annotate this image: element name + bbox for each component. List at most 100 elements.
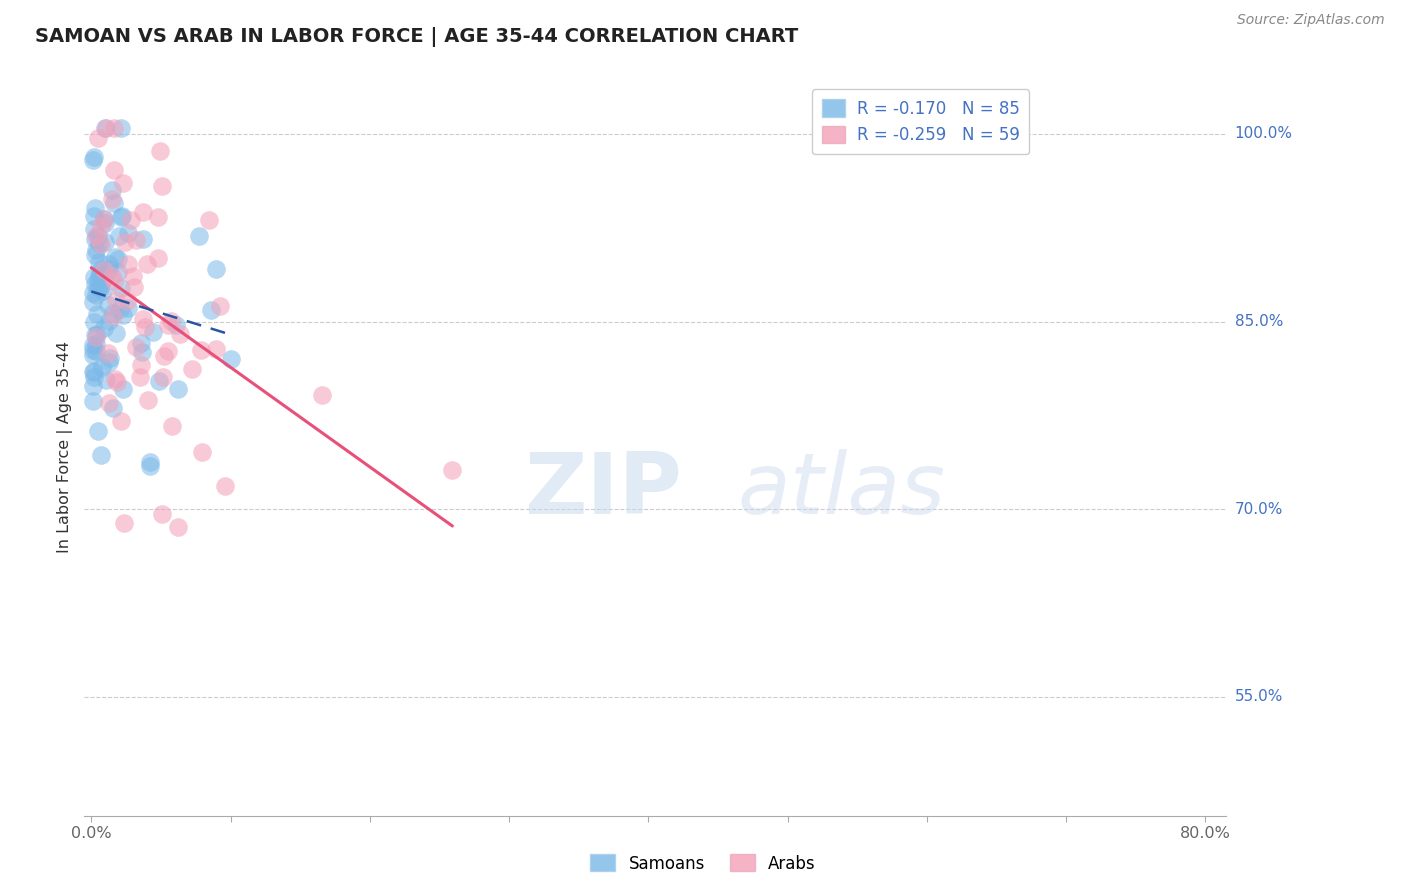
Point (200, 302, 222, 317)
Point (91, 284, 114, 298)
Point (105, 375, 128, 389)
Point (83, 221, 105, 235)
Point (104, 293, 127, 308)
Point (125, 341, 148, 355)
Point (82, 365, 104, 379)
Point (191, 445, 214, 459)
Point (90, 448, 112, 462)
Point (150, 507, 173, 521)
Text: 85.0%: 85.0% (1234, 314, 1282, 329)
Point (100, 192, 122, 206)
Point (101, 306, 124, 320)
Point (103, 195, 125, 210)
Point (89, 281, 111, 295)
Point (167, 382, 190, 396)
Point (103, 274, 125, 288)
Point (101, 401, 124, 415)
Text: 100.0%: 100.0% (1234, 127, 1292, 141)
Point (83, 315, 105, 329)
Point (84, 344, 107, 359)
Text: SAMOAN VS ARAB IN LABOR FORCE | AGE 35-44 CORRELATION CHART: SAMOAN VS ARAB IN LABOR FORCE | AGE 35-4… (35, 27, 799, 46)
Point (93, 263, 115, 277)
Point (129, 370, 152, 384)
Point (97, 298, 120, 312)
Point (83, 364, 105, 378)
Point (89, 266, 111, 280)
Point (84, 277, 107, 292)
Point (98, 351, 121, 365)
Point (209, 299, 232, 313)
Point (98, 396, 121, 410)
Point (101, 183, 124, 197)
Point (103, 163, 125, 178)
Point (148, 374, 170, 388)
Point (90, 262, 112, 277)
Point (97, 261, 120, 276)
Point (139, 458, 162, 473)
Point (129, 358, 152, 372)
Point (131, 344, 153, 359)
Point (86, 327, 108, 342)
Point (87, 235, 110, 250)
Point (110, 210, 132, 224)
Point (82, 343, 104, 357)
Point (83, 270, 105, 285)
Point (115, 293, 138, 308)
Point (136, 257, 159, 271)
Point (214, 479, 236, 493)
Point (142, 325, 165, 339)
Point (90, 360, 112, 375)
Point (180, 362, 202, 376)
Point (104, 372, 127, 386)
Text: atlas: atlas (738, 450, 945, 533)
Point (86, 330, 108, 344)
Point (441, 463, 464, 477)
Point (84, 201, 107, 215)
Point (132, 205, 155, 219)
Point (110, 281, 132, 295)
Text: ZIP: ZIP (524, 450, 682, 533)
Point (104, 326, 127, 340)
Point (117, 301, 139, 315)
Point (107, 265, 129, 279)
Point (107, 252, 129, 267)
Point (165, 318, 187, 332)
Point (169, 326, 191, 341)
Point (153, 349, 176, 363)
Point (157, 344, 180, 359)
Point (82, 295, 104, 310)
Point (87, 425, 110, 439)
Point (90, 219, 112, 233)
Text: 55.0%: 55.0% (1234, 690, 1282, 705)
Point (104, 250, 127, 264)
Point (136, 393, 159, 408)
Point (96, 345, 118, 359)
Point (146, 211, 169, 225)
Point (98, 314, 121, 328)
Point (86, 229, 108, 244)
Point (120, 213, 142, 227)
Y-axis label: In Labor Force | Age 35-44: In Labor Force | Age 35-44 (58, 341, 73, 553)
Point (84, 232, 107, 246)
Point (131, 312, 153, 326)
Point (149, 144, 172, 158)
Point (93, 272, 115, 286)
Point (97, 354, 120, 368)
Point (93, 321, 115, 335)
Point (103, 310, 125, 324)
Point (112, 516, 135, 531)
Point (108, 228, 131, 243)
Point (110, 120, 132, 135)
Point (167, 520, 190, 534)
Point (82, 379, 104, 393)
Point (122, 269, 145, 284)
Point (150, 178, 173, 193)
Point (132, 232, 155, 246)
Point (114, 235, 136, 249)
Point (83, 369, 105, 384)
Point (103, 120, 125, 135)
Point (89, 255, 111, 269)
Point (82, 348, 104, 362)
Point (86, 131, 108, 145)
Point (129, 336, 152, 351)
